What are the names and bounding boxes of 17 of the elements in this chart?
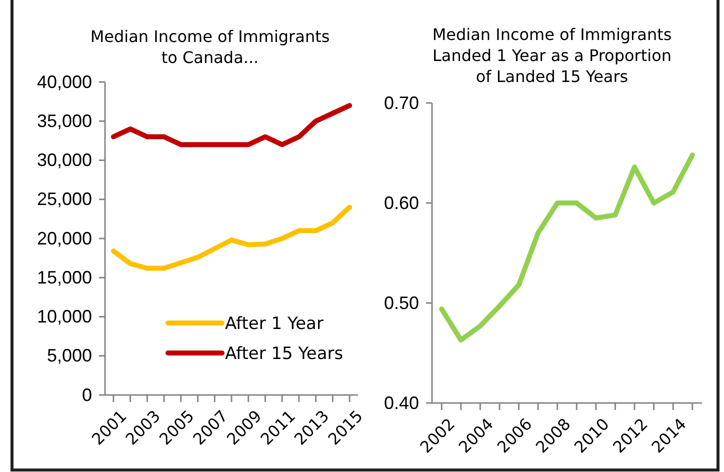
y-tick-label: 25,000 bbox=[36, 189, 92, 210]
y-tick-label: 10,000 bbox=[36, 306, 92, 327]
y-tick-label: 5,000 bbox=[46, 346, 92, 366]
y-tick-label: 0.50 bbox=[384, 292, 419, 313]
y-tick-label: 0.60 bbox=[384, 192, 419, 213]
legend-label: After 1 Year bbox=[225, 314, 324, 334]
y-tick-label: 20,000 bbox=[36, 228, 92, 248]
y-tick-label: 0 bbox=[82, 384, 92, 405]
y-tick-label: 35,000 bbox=[36, 110, 92, 131]
legend-label: After 15 Years bbox=[225, 344, 344, 364]
y-tick-label: 15,000 bbox=[36, 267, 92, 288]
chart-title: Median Income of Immigrants Landed 1 Year as a Proportion of Landed 15 Years bbox=[432, 25, 672, 86]
y-tick-label: 0.40 bbox=[384, 392, 419, 413]
y-tick-label: 30,000 bbox=[36, 150, 92, 170]
chart-title: Median Income of Immigrants to Canada... bbox=[90, 27, 330, 67]
y-tick-label: 40,000 bbox=[36, 72, 92, 92]
y-tick-label: 0.70 bbox=[384, 92, 419, 113]
